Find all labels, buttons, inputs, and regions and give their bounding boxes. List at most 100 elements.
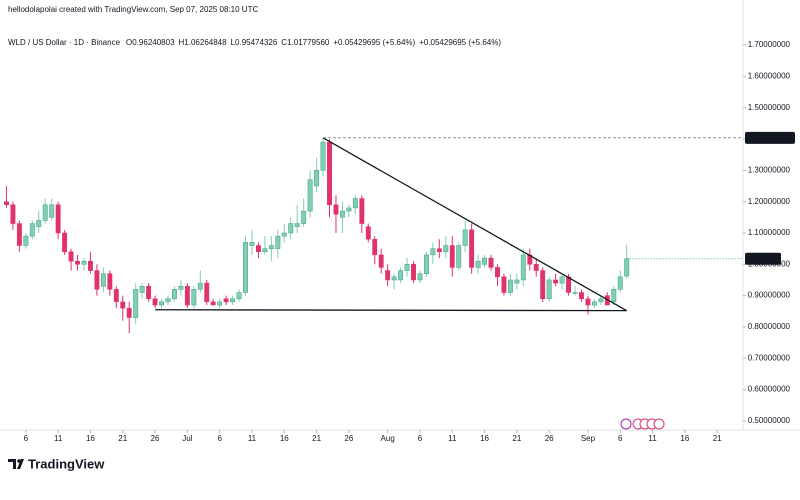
candle-body (553, 279, 559, 284)
x-tick-label: 6 (24, 434, 29, 443)
plot-area (4, 137, 630, 334)
candle-body (68, 251, 74, 262)
candle-body (624, 258, 630, 277)
candle-body (184, 285, 190, 306)
candle-body (436, 248, 442, 253)
candle-body (223, 298, 229, 303)
ohlc-value: +0.05429695 (+5.64%) (333, 38, 415, 47)
x-tick-label: 16 (480, 434, 489, 443)
credit: hellodolapolai created with TradingView.… (8, 5, 258, 14)
candle-body (449, 245, 455, 268)
candle-body (314, 170, 320, 187)
candle-body (359, 198, 365, 224)
candle-body (16, 223, 22, 246)
y-tick-label: 1.30000000 (748, 165, 791, 174)
candle-body (507, 279, 513, 293)
x-tick-label: 26 (151, 434, 160, 443)
candle-body (520, 254, 526, 281)
event-icon (620, 418, 632, 430)
x-tick-label: 6 (418, 434, 423, 443)
candle-body (540, 270, 546, 300)
symbol: WLD / US Dollar · 1D · Binance (8, 38, 121, 47)
y-tick-label: 1.20000000 (748, 197, 791, 206)
y-tick-label: 1.70000000 (748, 40, 791, 49)
x-tick-label: 11 (54, 434, 63, 443)
x-tick-label: 11 (648, 434, 657, 443)
candle-body (443, 245, 449, 253)
candle-body (55, 204, 61, 234)
x-tick-label: 6 (618, 434, 623, 443)
y-tick-label: 1.50000000 (748, 103, 791, 112)
x-tick-label: 16 (280, 434, 289, 443)
candle-body (611, 289, 617, 303)
candle-body (378, 254, 384, 268)
x-tick-label: 6 (217, 434, 222, 443)
y-tick-label: 1.10000000 (748, 228, 791, 237)
candle-body (49, 204, 55, 218)
ohlc-value: L0.95474326 (231, 38, 278, 47)
candle-body (120, 301, 126, 309)
x-tick-label: 21 (512, 434, 521, 443)
y-tick-label: 0.80000000 (748, 322, 791, 331)
brand-logo: TradingView (8, 456, 105, 471)
candle-body (29, 223, 35, 237)
logo-dot (17, 459, 21, 463)
countdown: 15:49:49 (747, 254, 779, 263)
candle-body (365, 226, 371, 240)
candle-body (501, 276, 507, 293)
x-tick-label: 21 (312, 434, 321, 443)
candle-body (243, 242, 248, 293)
candle-body (171, 289, 177, 300)
candle-body (217, 301, 223, 306)
candle-body (42, 204, 48, 221)
candle-body (62, 232, 68, 253)
candle-body (178, 285, 184, 290)
candle-body (75, 260, 80, 265)
candle-body (133, 289, 139, 318)
candle-body (107, 273, 113, 290)
x-tick-label: 21 (713, 434, 722, 443)
ohlc-value: O0.96240803 (126, 38, 175, 47)
candle-body (288, 223, 294, 234)
y-tick-label: 0.90000000 (748, 291, 791, 300)
candle-body (100, 273, 106, 287)
candle-body (495, 267, 500, 278)
countdown-bg (745, 252, 781, 265)
candle-body (139, 285, 145, 293)
candle-body (197, 282, 203, 290)
candle-body (475, 260, 481, 268)
trendline (155, 309, 627, 312)
candle-body (94, 270, 100, 290)
candle-body (307, 179, 313, 212)
high-label-bg (745, 131, 795, 144)
x-tick-label: 11 (248, 434, 257, 443)
candle-body (469, 229, 475, 268)
candle-body (320, 141, 326, 171)
candle-body (262, 248, 268, 253)
candle-body (482, 257, 488, 265)
candle-body (327, 141, 332, 206)
change-value: +0.05429695 (+5.64%) (419, 38, 501, 47)
candle-body (146, 285, 152, 300)
y-tick-label: 1.60000000 (748, 71, 791, 80)
candle-body (591, 301, 597, 306)
candle-body (230, 298, 236, 303)
candle-body (301, 210, 307, 224)
x-tick-label: 26 (344, 434, 353, 443)
candle-body (617, 276, 623, 290)
ohlc-value: H1.06264848 (179, 38, 228, 47)
candle-body (210, 301, 216, 306)
trendline (322, 137, 628, 312)
event-icon (653, 418, 665, 430)
candle-body (81, 260, 87, 265)
candle-body (88, 260, 93, 271)
high-label: 1.40376928 (749, 133, 792, 142)
candle-body (236, 292, 242, 300)
candle-body (462, 229, 468, 246)
candle-body (165, 298, 171, 303)
candle-body (385, 270, 391, 281)
candle-body (411, 264, 416, 281)
candle-body (546, 279, 552, 300)
y-tick-label: 0.50000000 (748, 416, 791, 425)
